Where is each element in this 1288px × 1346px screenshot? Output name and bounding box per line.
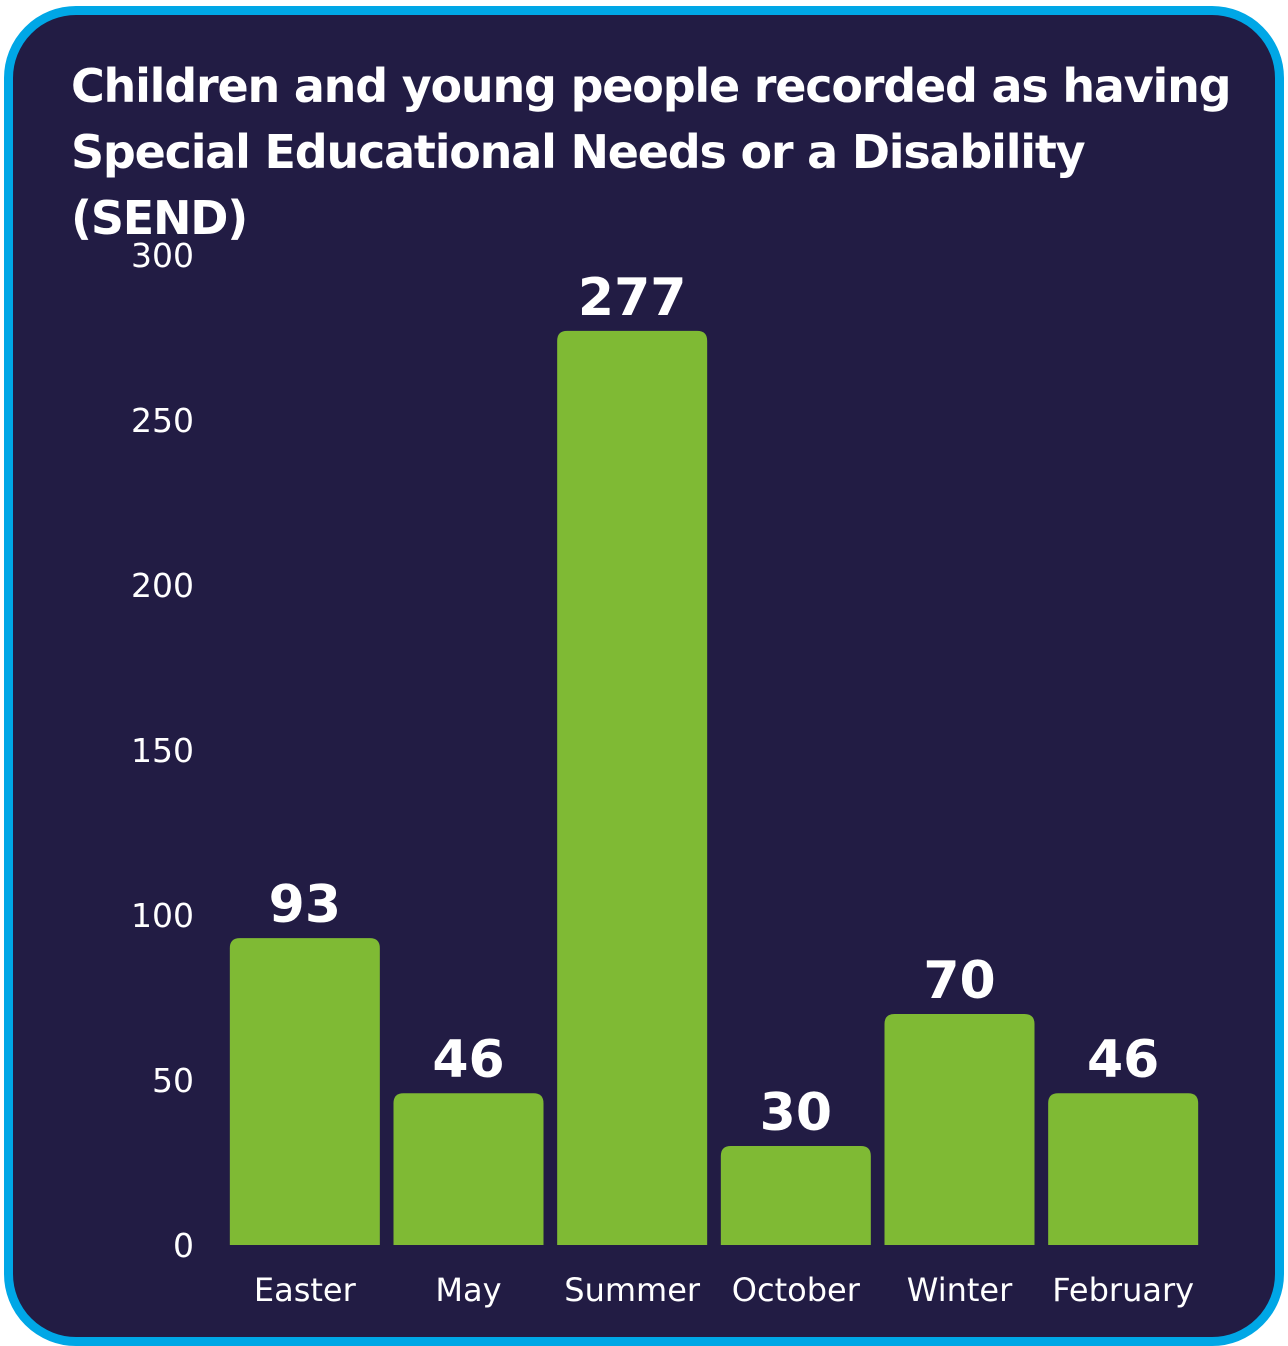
bar-october <box>720 1146 871 1245</box>
data-label: 93 <box>269 875 341 935</box>
bar-easter <box>229 938 380 1245</box>
y-tick-label: 100 <box>131 896 194 935</box>
bar-summer <box>557 330 708 1245</box>
bar-chart: 0 50 100 150 200 250 300 93 Easter 46 May 277 Summer… <box>131 236 1199 1309</box>
chart-card: Children and young people recorded as ha… <box>4 6 1284 1346</box>
bar-february <box>1048 1093 1199 1245</box>
x-tick-label: May <box>435 1271 501 1309</box>
y-tick-label: 50 <box>152 1061 194 1100</box>
chart-title: Children and young people recorded as ha… <box>71 59 1232 245</box>
data-label: 70 <box>923 951 995 1011</box>
y-tick-label: 300 <box>131 236 194 275</box>
y-tick-label: 250 <box>131 401 194 440</box>
x-tick-label: Summer <box>564 1271 701 1309</box>
y-tick-label: 200 <box>131 566 194 605</box>
data-label: 46 <box>432 1030 504 1090</box>
data-label: 277 <box>578 268 687 328</box>
bar-winter <box>884 1014 1035 1245</box>
y-tick-label: 150 <box>131 731 194 770</box>
x-tick-label: Easter <box>254 1271 357 1309</box>
x-tick-label: February <box>1052 1271 1194 1309</box>
x-tick-label: October <box>732 1271 861 1309</box>
bar-may <box>393 1093 544 1245</box>
data-label: 30 <box>760 1083 832 1143</box>
data-label: 46 <box>1087 1030 1159 1090</box>
x-tick-label: Winter <box>907 1271 1013 1309</box>
y-tick-label: 0 <box>173 1226 194 1265</box>
